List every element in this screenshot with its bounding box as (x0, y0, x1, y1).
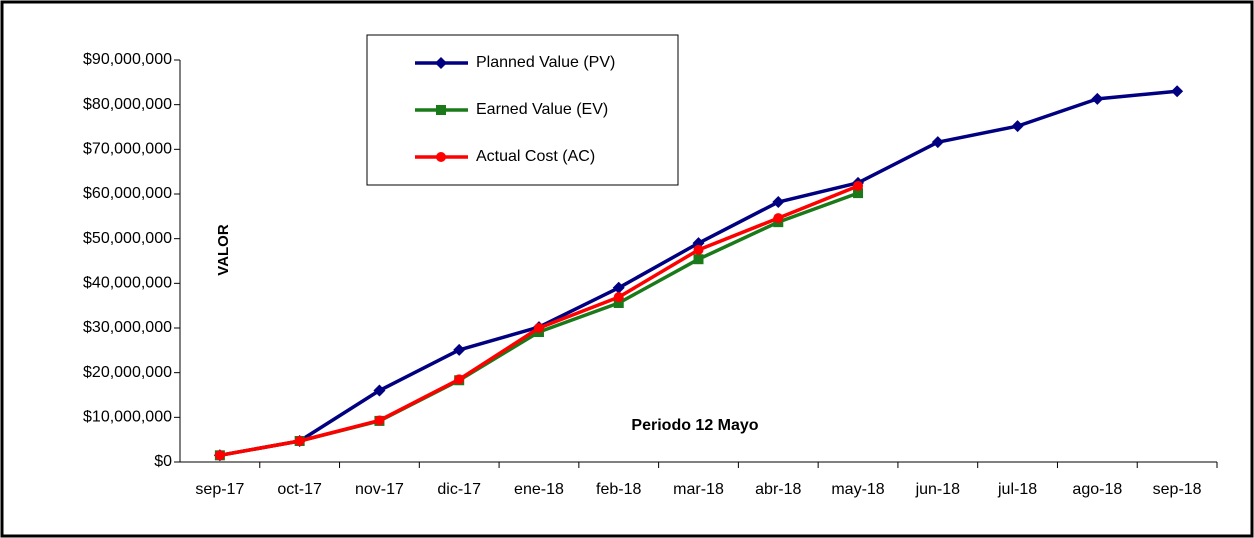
annotation: Periodo 12 Mayo (631, 417, 758, 434)
y-axis-label: VALOR (215, 224, 232, 276)
marker (436, 105, 446, 115)
legend-label: Earned Value (EV) (476, 101, 608, 118)
marker (772, 196, 785, 209)
y-tick-label: $0 (154, 453, 172, 470)
marker (294, 436, 305, 447)
y-tick-label: $60,000,000 (83, 185, 172, 202)
x-tick-label: may-18 (831, 481, 884, 498)
marker (853, 180, 864, 191)
x-tick-label: jun-18 (915, 481, 961, 498)
legend-label: Actual Cost (AC) (476, 148, 595, 165)
marker (453, 343, 466, 356)
marker (1011, 120, 1024, 133)
y-tick-label: $10,000,000 (83, 409, 172, 426)
x-tick-label: dic-17 (437, 481, 481, 498)
marker (612, 281, 625, 294)
y-tick-label: $70,000,000 (83, 141, 172, 158)
marker (435, 57, 447, 69)
x-tick-label: abr-18 (755, 481, 801, 498)
x-tick-label: sep-18 (1153, 481, 1202, 498)
marker (693, 244, 704, 255)
marker (613, 292, 624, 303)
y-tick-label: $50,000,000 (83, 230, 172, 247)
y-tick-label: $80,000,000 (83, 96, 172, 113)
y-tick-label: $40,000,000 (83, 275, 172, 292)
x-tick-label: jul-18 (997, 481, 1037, 498)
x-tick-label: ago-18 (1072, 481, 1122, 498)
x-tick-label: feb-18 (596, 481, 641, 498)
legend: Planned Value (PV) Earned Value (EV) Actua… (366, 34, 679, 186)
x-tick-label: sep-17 (195, 481, 244, 498)
legend-label: Planned Value (PV) (476, 54, 615, 71)
marker (693, 254, 704, 265)
marker (1091, 92, 1104, 105)
x-tick-label: mar-18 (673, 481, 724, 498)
y-tick-label: $90,000,000 (83, 51, 172, 68)
y-tick-label: $20,000,000 (83, 364, 172, 381)
x-tick-label: ene-18 (514, 481, 564, 498)
marker (454, 374, 465, 385)
x-tick-label: oct-17 (277, 481, 322, 498)
marker (214, 450, 225, 461)
marker (931, 136, 944, 149)
x-tick-label: nov-17 (355, 481, 404, 498)
marker (373, 384, 386, 397)
marker (533, 323, 544, 333)
marker (374, 415, 385, 426)
marker (436, 152, 446, 162)
marker (613, 297, 624, 308)
marker (853, 188, 864, 199)
marker (773, 213, 784, 224)
y-tick-label: $30,000,000 (83, 319, 172, 336)
marker (1171, 85, 1184, 98)
